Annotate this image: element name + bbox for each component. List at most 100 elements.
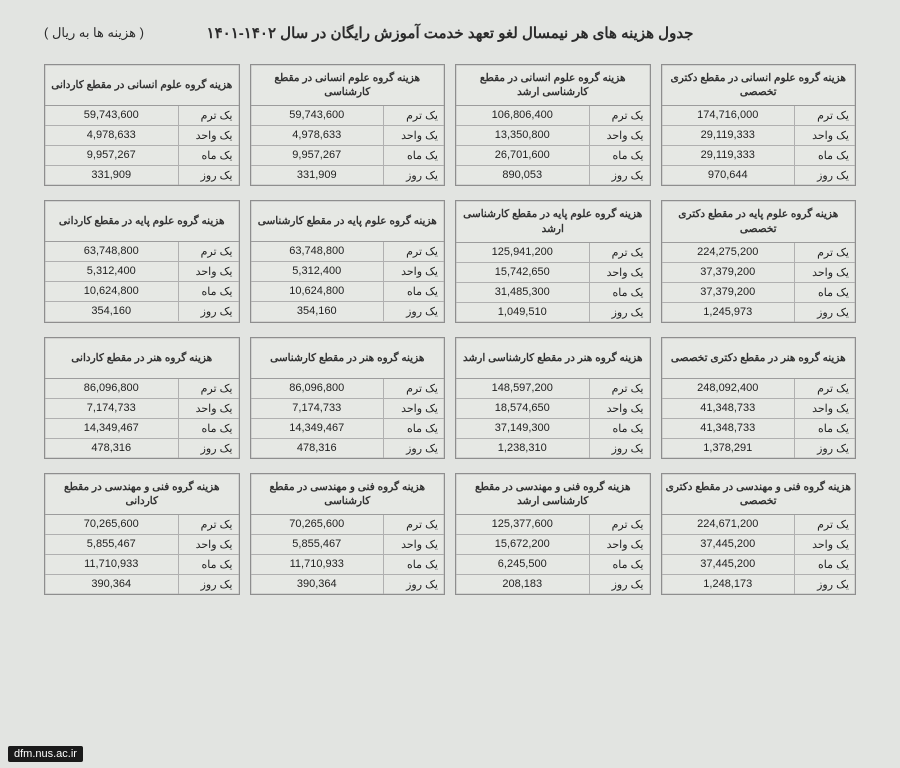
cost-row: یک روز890,053	[456, 166, 650, 185]
watermark: dfm.nus.ac.ir	[8, 746, 83, 762]
row-value: 148,597,200	[456, 379, 589, 398]
row-label: یک ترم	[589, 379, 650, 398]
row-value: 354,160	[251, 302, 384, 321]
cost-row: یک ترم125,377,600	[456, 515, 650, 535]
row-label: یک ماه	[589, 555, 650, 574]
cost-row: یک واحد7,174,733	[251, 399, 445, 419]
row-label: یک ترم	[178, 379, 239, 398]
cost-row: یک ترم125,941,200	[456, 243, 650, 263]
cost-row: یک ترم224,671,200	[662, 515, 856, 535]
row-value: 59,743,600	[45, 106, 178, 125]
cost-box-title: هزینه گروه علوم پایه در مقطع کارشناسی ار…	[456, 201, 650, 242]
row-value: 37,149,300	[456, 419, 589, 438]
row-value: 10,624,800	[251, 282, 384, 301]
row-value: 5,312,400	[45, 262, 178, 281]
row-value: 31,485,300	[456, 283, 589, 302]
row-value: 331,909	[45, 166, 178, 185]
cost-row: یک ترم174,716,000	[662, 106, 856, 126]
cost-box: هزینه گروه علوم انسانی در مقطع دکتری تخص…	[661, 64, 857, 186]
row-value: 1,378,291	[662, 439, 795, 458]
cost-row: یک روز1,248,173	[662, 575, 856, 594]
row-label: یک واحد	[178, 399, 239, 418]
cost-box-title: هزینه گروه هنر در مقطع کاردانی	[45, 338, 239, 379]
cost-row: یک واحد18,574,650	[456, 399, 650, 419]
row-value: 390,364	[251, 575, 384, 594]
cost-row: یک ماه11,710,933	[251, 555, 445, 575]
cost-box: هزینه گروه فنی و مهندسی در مقطع دکتری تخ…	[661, 473, 857, 595]
cost-box-title: هزینه گروه فنی و مهندسی در مقطع کارشناسی	[251, 474, 445, 515]
row-value: 37,379,200	[662, 263, 795, 282]
row-label: یک ترم	[589, 515, 650, 534]
row-label: یک واحد	[383, 535, 444, 554]
row-label: یک واحد	[589, 399, 650, 418]
cost-grid: هزینه گروه علوم انسانی در مقطع دکتری تخص…	[44, 64, 856, 595]
row-label: یک روز	[589, 166, 650, 185]
cost-row: یک ترم70,265,600	[45, 515, 239, 535]
cost-row: یک واحد13,350,800	[456, 126, 650, 146]
row-label: یک ترم	[794, 515, 855, 534]
row-label: یک روز	[589, 575, 650, 594]
cost-row: یک روز331,909	[251, 166, 445, 185]
row-value: 18,574,650	[456, 399, 589, 418]
cost-box: هزینه گروه فنی و مهندسی در مقطع کارشناسی…	[250, 473, 446, 595]
row-label: یک ترم	[383, 379, 444, 398]
cost-box-title: هزینه گروه هنر در مقطع دکتری تخصصی	[662, 338, 856, 379]
row-label: یک واحد	[383, 262, 444, 281]
row-label: یک ماه	[383, 419, 444, 438]
row-value: 224,671,200	[662, 515, 795, 534]
cost-row: یک ماه14,349,467	[45, 419, 239, 439]
row-value: 174,716,000	[662, 106, 795, 125]
row-value: 1,238,310	[456, 439, 589, 458]
cost-row: یک روز354,160	[251, 302, 445, 321]
row-value: 41,348,733	[662, 399, 795, 418]
cost-box-title: هزینه گروه علوم انسانی در مقطع دکتری تخص…	[662, 65, 856, 106]
cost-row: یک واحد7,174,733	[45, 399, 239, 419]
cost-row: یک واحد41,348,733	[662, 399, 856, 419]
cost-box: هزینه گروه علوم پایه در مقطع کاردانییک ت…	[44, 200, 240, 322]
cost-box: هزینه گروه علوم پایه در مقطع کارشناسییک …	[250, 200, 446, 322]
cost-row: یک ماه31,485,300	[456, 283, 650, 303]
row-value: 208,183	[456, 575, 589, 594]
cost-box-title: هزینه گروه علوم انسانی در مقطع کاردانی	[45, 65, 239, 106]
row-label: یک ماه	[383, 146, 444, 165]
cost-row: یک ترم106,806,400	[456, 106, 650, 126]
row-label: یک ماه	[794, 146, 855, 165]
cost-row: یک ترم86,096,800	[251, 379, 445, 399]
row-label: یک واحد	[589, 126, 650, 145]
row-label: یک واحد	[794, 263, 855, 282]
row-label: یک واحد	[589, 263, 650, 282]
cost-row: یک واحد4,978,633	[251, 126, 445, 146]
row-label: یک روز	[589, 439, 650, 458]
row-label: یک ماه	[178, 282, 239, 301]
cost-row: یک روز331,909	[45, 166, 239, 185]
cost-row: یک ماه11,710,933	[45, 555, 239, 575]
row-value: 86,096,800	[251, 379, 384, 398]
row-value: 59,743,600	[251, 106, 384, 125]
row-value: 11,710,933	[45, 555, 178, 574]
cost-row: یک ماه26,701,600	[456, 146, 650, 166]
row-label: یک واحد	[383, 399, 444, 418]
cost-box: هزینه گروه هنر در مقطع کاردانییک ترم86,0…	[44, 337, 240, 459]
row-label: یک ترم	[383, 106, 444, 125]
cost-row: یک روز208,183	[456, 575, 650, 594]
row-label: یک روز	[589, 303, 650, 322]
cost-box-title: هزینه گروه علوم انسانی در مقطع کارشناسی	[251, 65, 445, 106]
cost-box: هزینه گروه فنی و مهندسی در مقطع کاردانیی…	[44, 473, 240, 595]
cost-row: یک ماه29,119,333	[662, 146, 856, 166]
cost-box: هزینه گروه هنر در مقطع دکتری تخصصییک ترم…	[661, 337, 857, 459]
cost-row: یک ماه9,957,267	[251, 146, 445, 166]
cost-box-title: هزینه گروه فنی و مهندسی در مقطع دکتری تخ…	[662, 474, 856, 515]
row-value: 9,957,267	[45, 146, 178, 165]
row-label: یک ترم	[383, 242, 444, 261]
row-label: یک روز	[383, 439, 444, 458]
cost-row: یک روز390,364	[251, 575, 445, 594]
cost-box: هزینه گروه هنر در مقطع کارشناسییک ترم86,…	[250, 337, 446, 459]
title-row: جدول هزینه های هر نیمسال لغو تعهد خدمت آ…	[44, 24, 856, 42]
row-label: یک روز	[178, 575, 239, 594]
cost-row: یک ماه37,445,200	[662, 555, 856, 575]
cost-box: هزینه گروه علوم پایه در مقطع دکتری تخصصی…	[661, 200, 857, 322]
cost-box: هزینه گروه علوم انسانی در مقطع کارشناسیی…	[250, 64, 446, 186]
cost-box-title: هزینه گروه فنی و مهندسی در مقطع کاردانی	[45, 474, 239, 515]
row-label: یک ترم	[178, 106, 239, 125]
row-label: یک ماه	[794, 283, 855, 302]
